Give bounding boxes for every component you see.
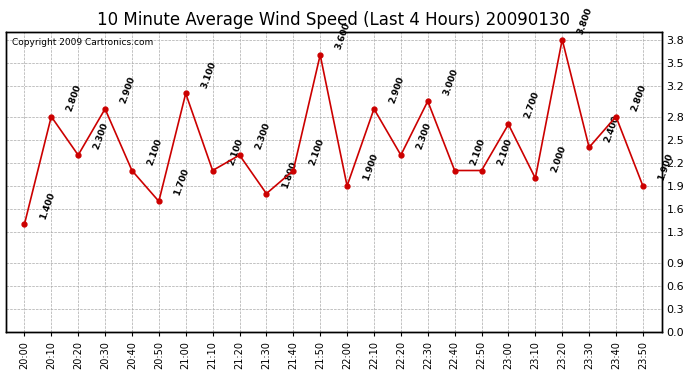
Text: 2.100: 2.100 [146, 137, 164, 166]
Text: 1.800: 1.800 [280, 160, 298, 189]
Text: 1.700: 1.700 [172, 168, 191, 197]
Text: 2.700: 2.700 [522, 90, 540, 120]
Text: 2.000: 2.000 [549, 145, 567, 174]
Text: 2.100: 2.100 [307, 137, 325, 166]
Text: 1.900: 1.900 [361, 152, 379, 182]
Text: Copyright 2009 Cartronics.com: Copyright 2009 Cartronics.com [12, 38, 153, 47]
Text: 2.300: 2.300 [92, 122, 110, 151]
Text: 2.800: 2.800 [630, 83, 648, 112]
Text: 2.800: 2.800 [65, 83, 83, 112]
Text: 2.400: 2.400 [603, 114, 621, 143]
Text: 2.100: 2.100 [469, 137, 486, 166]
Text: 1.400: 1.400 [38, 190, 57, 220]
Text: 2.300: 2.300 [253, 122, 271, 151]
Text: 2.900: 2.900 [388, 75, 406, 105]
Text: 2.100: 2.100 [226, 137, 244, 166]
Text: 1.900: 1.900 [657, 152, 675, 182]
Text: 3.800: 3.800 [576, 6, 594, 35]
Text: 3.000: 3.000 [442, 68, 460, 97]
Text: 3.100: 3.100 [199, 60, 217, 89]
Text: 2.900: 2.900 [119, 75, 137, 105]
Title: 10 Minute Average Wind Speed (Last 4 Hours) 20090130: 10 Minute Average Wind Speed (Last 4 Hou… [97, 11, 570, 29]
Text: 3.600: 3.600 [334, 21, 352, 51]
Text: 2.100: 2.100 [495, 137, 513, 166]
Text: 2.300: 2.300 [415, 122, 433, 151]
